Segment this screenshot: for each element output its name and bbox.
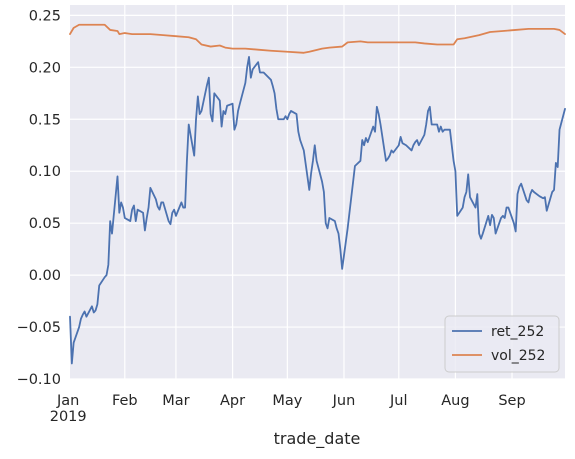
x-tick-year-label: 2019	[50, 409, 87, 425]
series-line-vol-252	[69, 23, 566, 54]
x-tick-label: Mar	[162, 393, 189, 409]
y-tick-label: 0.05	[29, 216, 61, 232]
x-tick-label: Jun	[332, 393, 356, 409]
legend: ret_252 vol_252	[444, 315, 560, 373]
series-line-ret-252	[69, 56, 566, 365]
y-axis-tick-labels: −0.10 −0.05 0.00 0.05 0.10 0.15 0.20 0.25	[17, 8, 61, 388]
x-tick-label: Jul	[389, 393, 408, 409]
y-tick-label: −0.05	[17, 320, 61, 336]
y-tick-label: 0.20	[29, 60, 61, 76]
legend-label-ret-252: ret_252	[491, 324, 544, 340]
x-tick-label: Aug	[441, 393, 469, 409]
y-tick-label: 0.10	[29, 164, 61, 180]
y-tick-label: −0.10	[17, 372, 61, 388]
legend-box	[444, 315, 560, 373]
x-tick-label: Apr	[220, 393, 245, 409]
y-tick-label: 0.15	[29, 112, 61, 128]
x-tick-label: Jan	[56, 393, 79, 409]
x-axis-title: trade_date	[274, 429, 361, 449]
x-axis-tick-labels: Jan Feb Mar Apr May Jun Jul Aug Sep 2019	[50, 393, 526, 425]
series-lines	[69, 23, 566, 365]
legend-label-vol-252: vol_252	[491, 348, 545, 364]
x-tick-label: May	[272, 393, 302, 409]
y-tick-label: 0.25	[29, 8, 61, 24]
grid	[67, 5, 565, 380]
y-tick-label: 0.00	[29, 268, 61, 284]
x-tick-label: Sep	[498, 393, 525, 409]
x-tick-label: Feb	[112, 393, 138, 409]
